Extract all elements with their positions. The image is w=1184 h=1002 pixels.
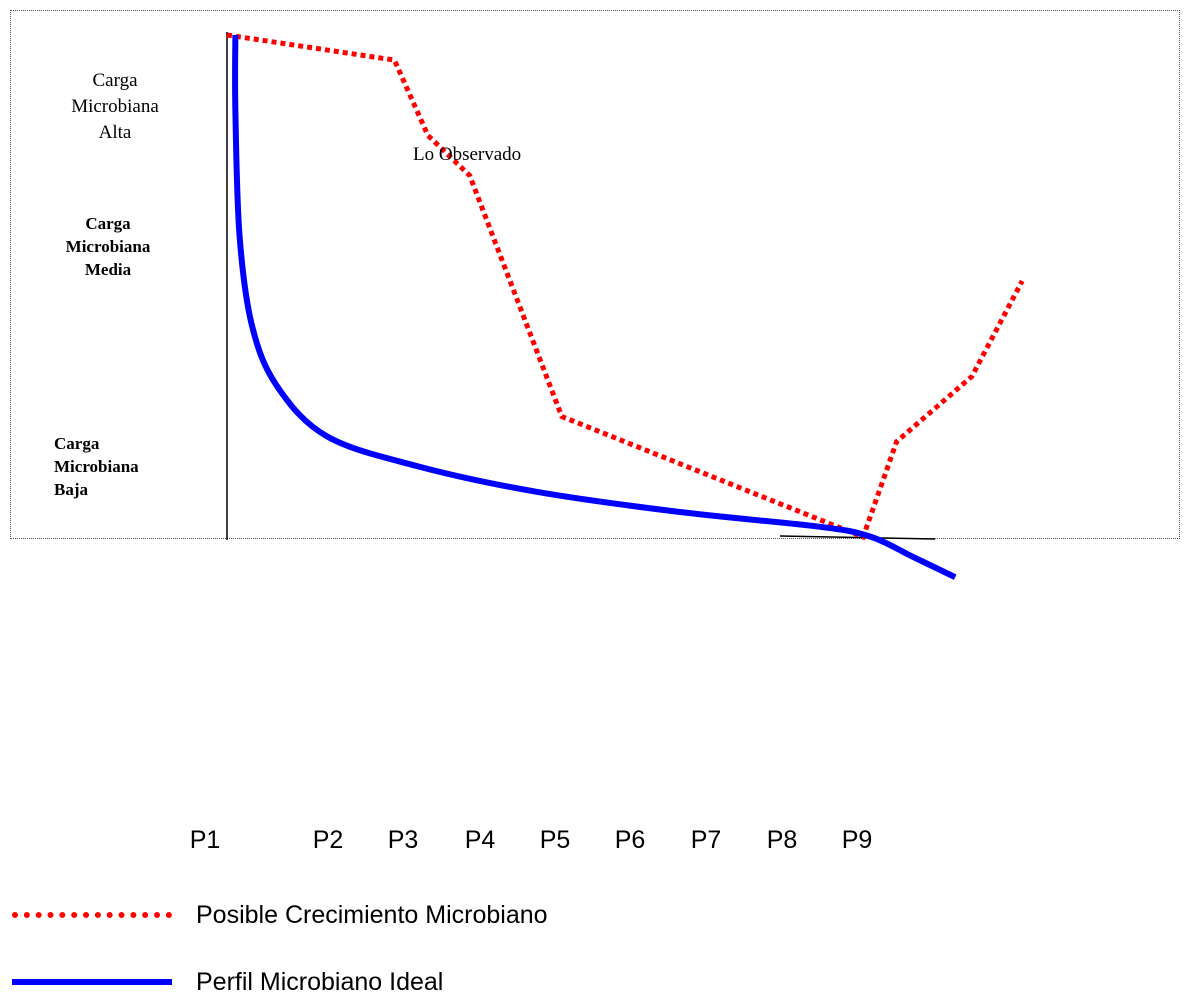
x-tick-label: P3	[387, 826, 419, 854]
x-tick-label: P2	[312, 826, 344, 854]
x-tick-label: P7	[690, 826, 722, 854]
x-tick-labels: P1 P2 P3 P4 P5 P6 P7 P8 P9	[0, 826, 1184, 860]
series-line-possible-growth	[226, 32, 1025, 541]
annotation-observed: Lo Observado	[413, 144, 522, 165]
x-tick-label: P6	[614, 826, 646, 854]
x-axis-line	[779, 535, 936, 540]
y-label-high: Carga Microbiana Alta	[71, 70, 159, 143]
legend-swatch-dotted	[12, 912, 172, 918]
x-tick-label: P1	[189, 826, 221, 854]
chart-frame	[10, 10, 1180, 539]
x-tick-label: P9	[841, 826, 873, 854]
series-line-ideal	[232, 34, 957, 580]
y-label-low: Carga Microbiana Baja	[54, 434, 139, 499]
x-tick-label: P4	[464, 826, 496, 854]
legend-swatch-solid	[12, 979, 172, 985]
y-label-mid: Carga Microbiana Media	[65, 214, 151, 279]
legend-label-solid: Perfil Microbiano Ideal	[196, 967, 444, 996]
series-layer	[226, 32, 1025, 580]
x-tick-label: P5	[539, 826, 571, 854]
legend-item-dotted: Posible Crecimiento Microbiano	[12, 895, 548, 935]
chart-plot	[226, 32, 1025, 580]
legend-item-solid: Perfil Microbiano Ideal	[12, 962, 443, 1002]
x-tick-label: P8	[766, 826, 798, 854]
legend-label-dotted: Posible Crecimiento Microbiano	[196, 900, 548, 929]
